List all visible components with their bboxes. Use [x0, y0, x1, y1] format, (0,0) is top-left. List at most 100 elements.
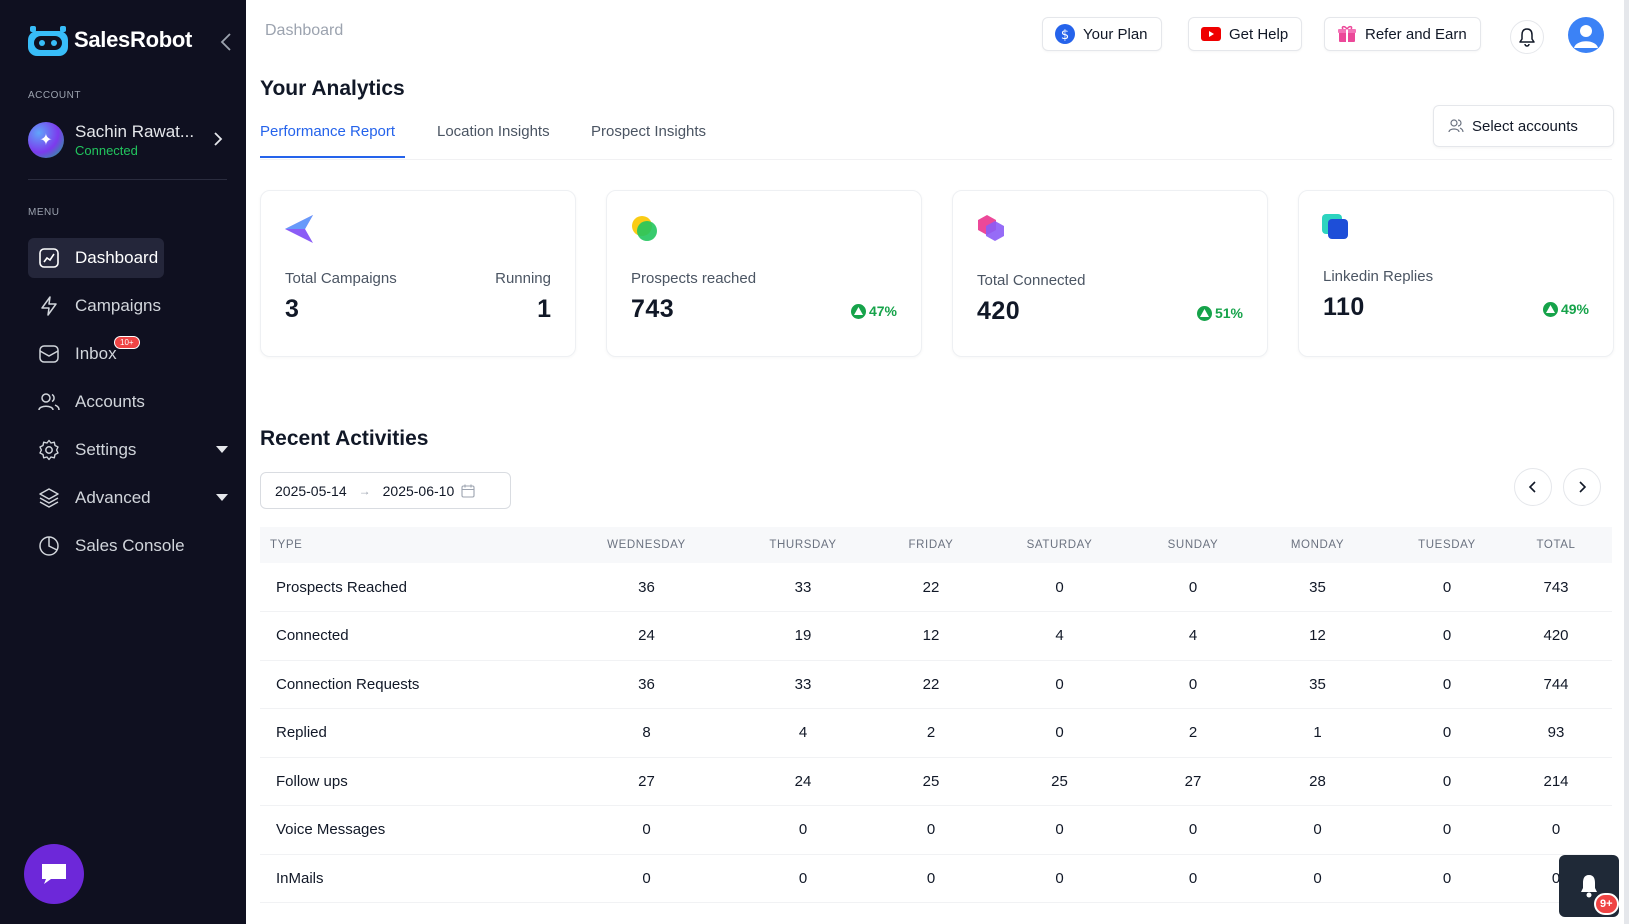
your-plan-label: Your Plan — [1083, 25, 1148, 43]
chat-support-button[interactable] — [24, 844, 84, 904]
sidebar-item-advanced[interactable]: Advanced — [28, 478, 228, 518]
table-cell: 0 — [1188, 675, 1198, 693]
brand-name: SalesRobot — [74, 27, 193, 52]
account-status: Connected — [75, 143, 138, 158]
stat-label: Prospects reached — [631, 270, 757, 287]
previous-page-button[interactable] — [1514, 468, 1552, 506]
stat-card-total-campaigns: Total Campaigns 3 Running 1 — [260, 190, 576, 357]
account-switcher[interactable]: ✦ Sachin Rawat... Connected — [28, 118, 228, 162]
table-row: Follow ups 27 24 25 25 27 28 0 214 — [260, 757, 1612, 806]
your-plan-button[interactable]: $ Your Plan — [1042, 17, 1162, 51]
table-cell: 0 — [1442, 821, 1452, 839]
table-cell: 25 — [922, 772, 940, 790]
tab-prospect-insights[interactable]: Prospect Insights — [591, 123, 707, 140]
collapse-sidebar-icon[interactable] — [218, 30, 234, 54]
arrow-up-icon — [1196, 305, 1212, 321]
user-avatar[interactable] — [1568, 17, 1604, 53]
arrow-up-icon — [1542, 301, 1558, 317]
table-row: Connected 24 19 12 4 4 12 0 420 — [260, 612, 1612, 660]
table-cell: 0 — [798, 869, 808, 887]
page-title: Your Analytics — [260, 77, 405, 100]
date-end: 2025-06-10 — [382, 482, 455, 499]
arrow-right-icon: → — [358, 483, 371, 498]
column-header: FRIDAY — [908, 539, 954, 551]
account-avatar: ✦ — [28, 122, 64, 158]
table-cell: 2 — [926, 724, 936, 742]
tab-performance-report[interactable]: Performance Report — [260, 123, 396, 140]
table-cell: 0 — [1055, 869, 1064, 887]
sidebar-item-label: Sales Console — [75, 536, 185, 555]
table-cell: 35 — [1309, 675, 1326, 693]
table-cell: 33 — [794, 578, 812, 596]
table-cell: 35 — [1309, 578, 1326, 596]
table-cell: 0 — [798, 821, 808, 839]
table-cell: 0 — [1055, 821, 1064, 839]
change-indicator: 47% — [850, 303, 897, 319]
table-row: Connection Requests 36 33 22 0 0 35 0 744 — [260, 660, 1612, 709]
sidebar-item-inbox[interactable]: Inbox 10+ — [28, 334, 228, 374]
table-cell: 8 — [642, 724, 651, 742]
brand[interactable]: SalesRobot — [26, 22, 192, 58]
stat-value: 420 — [977, 297, 1021, 325]
row-type-cell: Replied — [276, 724, 327, 742]
table-cell: 0 — [926, 821, 936, 839]
column-header: THURSDAY — [769, 539, 837, 551]
refer-earn-button[interactable]: Refer and Earn — [1324, 17, 1481, 51]
next-page-button[interactable] — [1563, 468, 1601, 506]
column-header: TOTAL — [1536, 539, 1576, 551]
sidebar-item-settings[interactable]: Settings — [28, 430, 228, 470]
sidebar-item-accounts[interactable]: Accounts — [28, 382, 228, 422]
table-cell: 24 — [794, 772, 812, 790]
sidebar-item-label: Settings — [75, 440, 137, 459]
account-name: Sachin Rawat... — [75, 122, 195, 141]
date-range-picker[interactable]: 2025-05-14 → 2025-06-10 — [260, 472, 511, 509]
stat-value: 3 — [285, 295, 300, 323]
table-cell: 420 — [1543, 627, 1569, 645]
sidebar-item-sales-console[interactable]: Sales Console — [28, 526, 228, 566]
users-icon — [38, 391, 60, 413]
stat-value: 110 — [1323, 293, 1365, 321]
table-cell: 0 — [1442, 869, 1452, 887]
table-cell: 0 — [1442, 627, 1452, 645]
table-cell: 33 — [794, 675, 812, 693]
chat-icon — [42, 864, 66, 884]
column-header: TUESDAY — [1418, 539, 1476, 551]
table-cell: 25 — [1051, 772, 1068, 790]
campaign-icon — [283, 213, 317, 245]
sidebar-item-dashboard[interactable]: Dashboard — [28, 238, 164, 278]
breadcrumb: Dashboard — [265, 22, 344, 39]
stat-label: Total Campaigns — [285, 270, 397, 287]
running-label: Running — [495, 270, 551, 287]
tab-location-insights[interactable]: Location Insights — [437, 123, 550, 140]
sidebar-item-label: Campaigns — [75, 296, 161, 315]
robot-logo-icon — [26, 22, 72, 58]
select-accounts-button[interactable]: Select accounts — [1433, 105, 1614, 147]
stat-card-linkedin-replies: Linkedin Replies 110 49% — [1298, 190, 1614, 357]
prospects-icon — [629, 213, 663, 245]
sidebar: SalesRobot ACCOUNT ✦ Sachin Rawat... Con… — [0, 0, 246, 924]
column-header: SUNDAY — [1167, 539, 1219, 551]
table-cell: 0 — [1551, 869, 1561, 887]
row-type-cell: Prospects Reached — [276, 578, 407, 596]
gift-icon — [1337, 25, 1357, 43]
dollar-icon: $ — [1055, 24, 1075, 44]
change-value: 47% — [868, 303, 897, 319]
table-cell: 0 — [1442, 772, 1452, 790]
page-scrollbar[interactable] — [1624, 0, 1629, 924]
sidebar-item-label: Advanced — [75, 488, 151, 507]
stat-label: Linkedin Replies — [1323, 268, 1434, 285]
calendar-icon — [461, 484, 475, 498]
sidebar-item-campaigns[interactable]: Campaigns — [28, 286, 228, 326]
table-cell: 0 — [1442, 724, 1452, 742]
row-type-cell: Connection Requests — [276, 675, 420, 693]
table-cell: 27 — [1184, 772, 1202, 790]
table-body: Prospects Reached 36 33 22 0 0 35 0 743 Connected… — [260, 563, 1612, 903]
table-cell: 0 — [1188, 869, 1198, 887]
notification-bell-button[interactable] — [1510, 20, 1544, 54]
table-cell: 0 — [1055, 578, 1064, 596]
analytics-tabs: Performance Report Location Insights Pro… — [260, 118, 1612, 160]
inbox-count-badge: 10+ — [114, 336, 140, 349]
table-cell: 28 — [1309, 772, 1326, 790]
row-type-cell: Voice Messages — [276, 821, 386, 839]
get-help-button[interactable]: Get Help — [1188, 17, 1303, 51]
